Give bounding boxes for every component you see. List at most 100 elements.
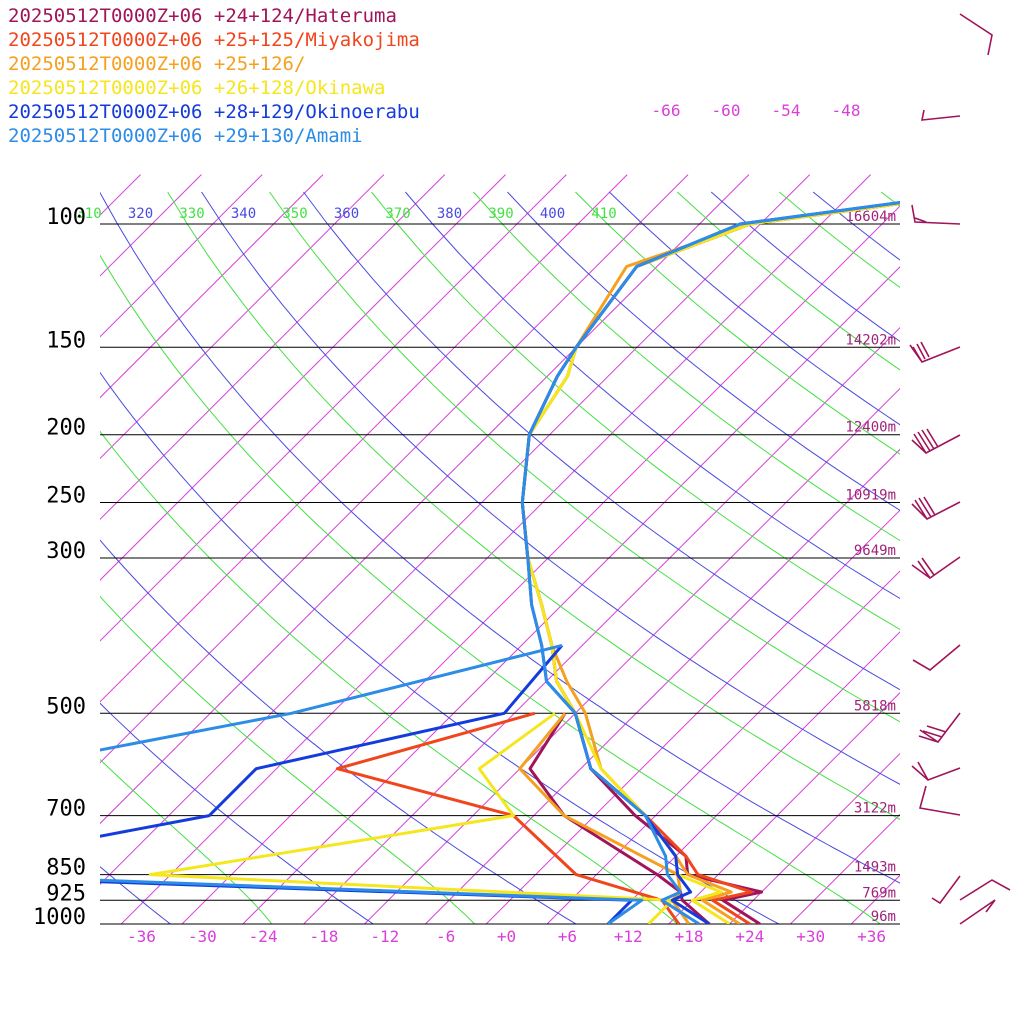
isotherm-line [607, 631, 900, 924]
isobar-grid [100, 223, 900, 925]
wind-barbs [909, 13, 1011, 925]
legend-entry: 20250512T0000Z+06 +25+126/ [8, 53, 306, 75]
isotherm-line [100, 174, 324, 399]
isotherm-line [100, 174, 202, 277]
temperature-tick-label: +36 [857, 927, 886, 946]
height-label: 14202m [845, 332, 896, 348]
theta-label: 360 [334, 206, 359, 222]
moist-adiabat [371, 191, 900, 631]
height-label: 16604m [845, 209, 896, 225]
temperature-line [520, 201, 900, 924]
wind-barb [911, 428, 961, 454]
theta-label: 330 [179, 206, 204, 222]
isotherm-top-label: -48 [832, 101, 861, 120]
temperature-line [520, 202, 900, 924]
isotherm-line [100, 174, 385, 460]
isotherm-line [303, 326, 900, 924]
isotherm-line [546, 570, 900, 924]
height-label: 1493m [854, 860, 896, 876]
isotherm-line [100, 174, 811, 886]
temperature-tick-label: -36 [127, 927, 156, 946]
isotherm-line [364, 387, 900, 924]
wind-barb [911, 496, 961, 520]
wind-barb [911, 204, 961, 225]
isotherm-line [485, 509, 900, 924]
isotherm-line [100, 174, 506, 581]
moist-adiabat [575, 191, 900, 455]
height-label: 5818m [854, 698, 896, 714]
dry-adiabat [100, 371, 780, 924]
height-label: 96m [871, 909, 896, 925]
height-label: 3122m [854, 801, 896, 817]
temperature-tick-label: -6 [436, 927, 455, 946]
pressure-label: 1000 [33, 905, 86, 930]
theta-label: 310 [76, 206, 101, 222]
isotherm-line [973, 175, 1024, 924]
wind-barb [959, 879, 1011, 901]
temperature-tick-label: +24 [735, 927, 764, 946]
theta-label: 370 [385, 206, 410, 222]
temperature-tick-label: -18 [310, 927, 339, 946]
isotherm-line [729, 752, 900, 924]
temperature-tick-label: +18 [675, 927, 704, 946]
legend-entry: 20250512T0000Z+06 +24+124/Hateruma [8, 5, 397, 27]
temperature-tick-label: -12 [370, 927, 399, 946]
wind-barb [959, 899, 996, 925]
isotherm-line [181, 205, 900, 924]
pressure-label: 925 [46, 881, 86, 906]
wind-barb [909, 341, 961, 363]
moist-adiabat [778, 191, 900, 289]
isotherm-top-labels: -66 -60 -54 -48 [652, 101, 861, 120]
theta-label: 320 [128, 206, 153, 222]
wind-barb [931, 875, 961, 905]
legend-entry: 20250512T0000Z+06 +29+130/Amami [8, 125, 363, 147]
dry-adiabat [1017, 192, 1024, 939]
wind-barb [918, 712, 961, 744]
dewpoint-line [528, 712, 711, 924]
legend-entry: 20250512T0000Z+06 +28+129/Okinoerabu [8, 101, 420, 123]
theta-label: 410 [591, 206, 616, 222]
isotherm-line [100, 174, 263, 338]
moist-adiabat [167, 191, 900, 821]
height-label: 9649m [854, 543, 896, 559]
sounding-profiles [100, 201, 900, 924]
pressure-label: 150 [46, 328, 86, 353]
temperature-tick-label: -24 [249, 927, 278, 946]
pressure-label: 850 [46, 856, 86, 881]
temperature-axis-labels: -36 -30 -24 -18 -12 -6 +0 +6 +12 +18 +24 +30 +36 [127, 927, 886, 946]
temperature-line [520, 202, 900, 924]
height-labels: 16604m 14202m 12400m 10919m 9649m 5818m 3122m 1… [845, 209, 896, 925]
moist-adiabat [100, 254, 882, 924]
pressure-label: 200 [46, 416, 86, 441]
theta-label: 390 [488, 206, 513, 222]
wind-barb [911, 761, 961, 781]
temperature-tick-label: +12 [614, 927, 643, 946]
isotherm-line [100, 174, 689, 764]
wind-barb [959, 13, 993, 56]
isotherm-line [668, 692, 900, 924]
moist-adiabat [100, 758, 273, 924]
dry-adiabat [608, 191, 900, 426]
moist-adiabat [880, 191, 900, 208]
isotherm-line [100, 174, 446, 521]
dewpoint-line [335, 711, 681, 924]
theta-label: 400 [540, 206, 565, 222]
pressure-label: 500 [46, 694, 86, 719]
legend-entry: 20250512T0000Z+06 +25+125/Miyakojima [8, 29, 420, 51]
pressure-label: 100 [46, 205, 86, 230]
moist-adiabat [676, 191, 900, 371]
wind-barb [921, 109, 961, 121]
dry-adiabat [100, 539, 577, 924]
moist-adiabat [100, 430, 679, 924]
isotherm-line [100, 174, 750, 825]
isotherm-line [912, 175, 1024, 924]
height-label: 769m [862, 885, 896, 901]
theta-label: 340 [231, 206, 256, 222]
legend-entry: 20250512T0000Z+06 +26+128/Okinawa [8, 77, 386, 99]
theta-labels: 310 320 330 340 350 360 370 380 390 400 410 [76, 206, 616, 222]
isotherm-line [100, 174, 567, 642]
wind-barb [911, 556, 961, 579]
pressure-label: 250 [46, 484, 86, 509]
temperature-tick-label: +0 [497, 927, 516, 946]
